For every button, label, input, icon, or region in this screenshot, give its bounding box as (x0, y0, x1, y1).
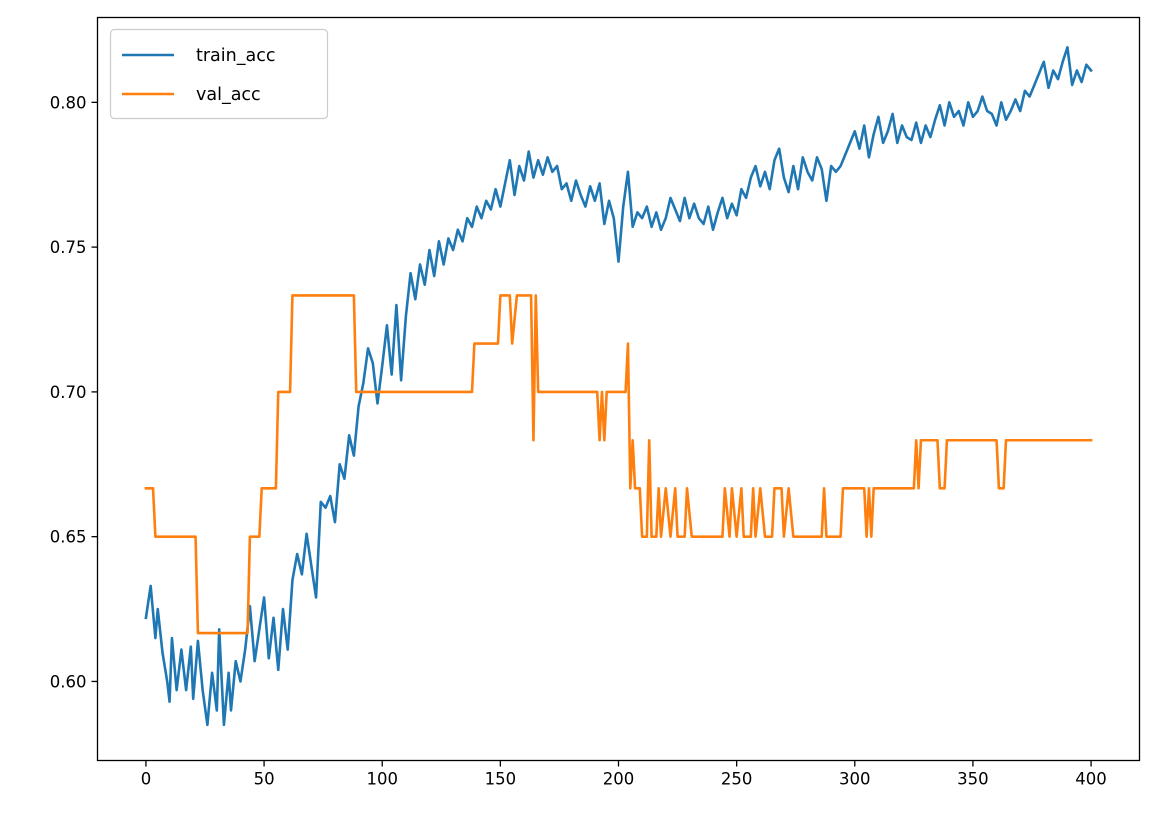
x-tick-label: 250 (721, 770, 753, 789)
x-tick-label: 0 (141, 770, 152, 789)
y-axis: 0.60 0.65 0.70 0.75 0.80 (50, 93, 98, 691)
x-axis: 0 50 100 150 200 250 300 350 400 (141, 760, 1107, 789)
y-tick-label: 0.60 (50, 672, 87, 691)
x-tick-label: 50 (254, 770, 275, 789)
x-tick-label: 200 (603, 770, 635, 789)
series-line-val_acc (144, 294, 1093, 635)
y-tick-label: 0.80 (50, 93, 87, 112)
x-tick-label: 300 (839, 770, 871, 789)
series-layer (144, 46, 1093, 727)
x-tick-label: 400 (1075, 770, 1107, 789)
x-tick-label: 100 (366, 770, 398, 789)
y-tick-label: 0.75 (50, 238, 87, 257)
x-tick-label: 350 (957, 770, 989, 789)
legend-box (109, 28, 329, 120)
series-line-train_acc (144, 46, 1093, 727)
legend: train_acc val_acc (109, 28, 329, 120)
legend-label-train_acc: train_acc (196, 46, 275, 66)
y-tick-label: 0.65 (50, 528, 87, 547)
x-tick-label: 150 (485, 770, 517, 789)
legend-label-val_acc: val_acc (196, 85, 261, 105)
y-tick-label: 0.70 (50, 383, 87, 402)
